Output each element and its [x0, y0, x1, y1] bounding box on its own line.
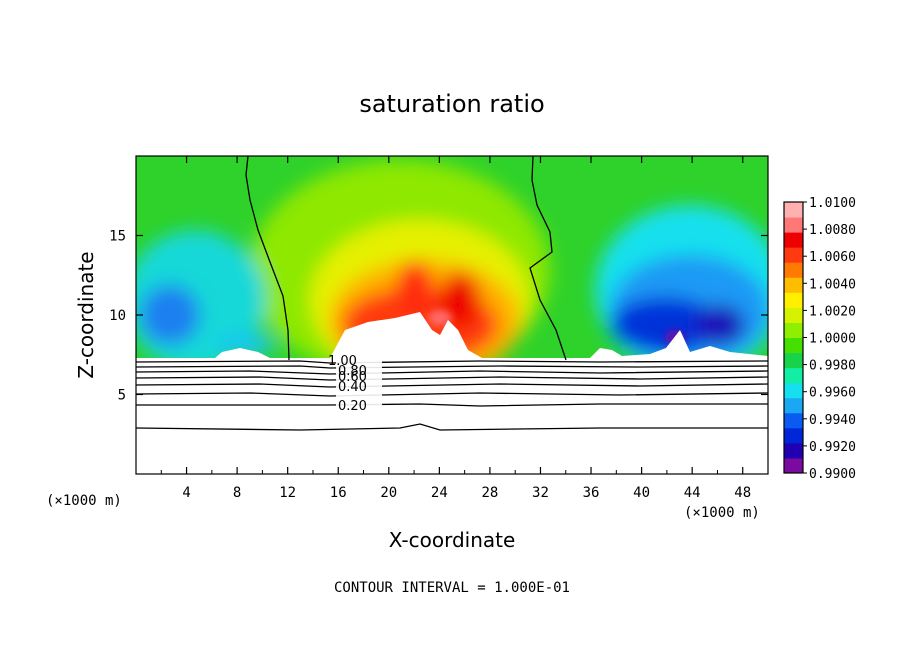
x-tick-label: 32 — [532, 485, 549, 501]
colorbar-swatch — [784, 202, 803, 218]
contour-line-3 — [135, 370, 769, 375]
blob-red-tower — [397, 260, 433, 320]
chart-title: saturation ratio — [359, 90, 544, 118]
colorbar-swatch — [784, 217, 803, 233]
colorbar-swatch — [784, 352, 803, 369]
colorbar-swatch — [784, 292, 803, 308]
colorbar-tick-label: 1.0020 — [809, 304, 856, 319]
colorbar-swatch — [784, 307, 803, 323]
x-tick-label: 16 — [330, 485, 347, 501]
x-axis-label: X-coordinate — [389, 528, 516, 552]
contour-label-4: 0.40 — [338, 380, 367, 395]
contour-labels: 1.00 0.80 0.60 0.40 0.20 — [328, 354, 382, 414]
colorbar-swatch — [784, 367, 803, 384]
colorbar-tick-label: 0.9960 — [809, 386, 856, 401]
colorbar-swatch — [784, 232, 803, 248]
x-tick-label: 24 — [431, 485, 448, 501]
colorbar-swatch — [784, 277, 803, 293]
x-tick-label: 20 — [380, 485, 397, 501]
contour-interval-note: CONTOUR INTERVAL = 1.000E-01 — [334, 580, 570, 596]
contour-line-7 — [136, 403, 768, 407]
colorbar-tick-label: 1.0000 — [809, 332, 856, 347]
contour-line-1 — [135, 360, 769, 364]
x-tick-label: 36 — [583, 485, 600, 501]
contour-label-2: 0.80 — [338, 364, 367, 379]
colorbar-swatch — [784, 457, 803, 474]
y-tick-label: 5 — [118, 388, 126, 404]
contour-line-5 — [135, 383, 769, 388]
colorbar-swatch — [784, 442, 803, 459]
contour-line-6 — [135, 392, 769, 397]
x-unit-left: (×1000 m) — [46, 493, 122, 509]
x-tick-label: 48 — [734, 485, 751, 501]
y-tick-label: 15 — [109, 229, 126, 245]
colorbar-tick-label: 0.9920 — [809, 440, 856, 455]
x-axis-ticks: 4 8 12 16 20 24 28 32 36 40 44 48 — [160, 156, 751, 501]
colorbar-tick-label: 0.9980 — [809, 359, 856, 374]
colorbar-tick-label: 1.0060 — [809, 250, 856, 265]
contour-label-3: 0.60 — [338, 370, 367, 385]
heatmap-field — [136, 156, 768, 474]
x-tick-label: 28 — [481, 485, 498, 501]
colorbar-tick-label: 0.9900 — [809, 467, 856, 482]
contour-label-bg — [336, 356, 382, 414]
colorbar-swatch — [784, 247, 803, 263]
colorbar-swatch — [784, 397, 803, 414]
blob-right-darkblue — [695, 305, 745, 345]
colorbar: 1.0100 1.0080 1.0060 1.0040 1.0020 1.0000 0.99… — [783, 196, 856, 482]
colorbar-tick-label: 1.0080 — [809, 223, 856, 238]
contour-saturation-left — [245, 155, 290, 361]
blob-left-blue — [140, 285, 200, 345]
contour-line-4 — [135, 376, 769, 381]
contour-line-2 — [135, 365, 769, 369]
contour-label-1: 1.00 — [328, 354, 357, 369]
contour-lines — [135, 155, 769, 431]
y-axis-ticks: 5 10 15 — [109, 229, 768, 404]
x-tick-label: 44 — [684, 485, 701, 501]
x-tick-label: 12 — [279, 485, 296, 501]
colorbar-swatch — [784, 427, 803, 444]
x-tick-label: 40 — [633, 485, 650, 501]
colorbar-tick-label: 1.0100 — [809, 196, 856, 211]
x-tick-label: 8 — [233, 485, 241, 501]
colorbar-swatch — [784, 262, 803, 278]
y-axis-label: Z-coordinate — [74, 251, 98, 378]
colorbar-swatch — [784, 382, 803, 399]
x-tick-label: 4 — [182, 485, 190, 501]
contour-label-5: 0.20 — [338, 399, 367, 414]
y-tick-label: 10 — [109, 308, 126, 324]
blob-pink-spot — [428, 310, 452, 326]
x-unit-right: (×1000 m) — [684, 505, 760, 521]
field-blobs — [136, 160, 768, 380]
contour-line-8 — [135, 423, 768, 431]
colorbar-tick-label: 1.0040 — [809, 277, 856, 292]
colorbar-swatch — [784, 337, 803, 354]
colorbar-swatch — [784, 322, 803, 338]
contour-saturation-right — [529, 155, 567, 361]
colorbar-swatch — [784, 412, 803, 429]
blob-right-blue — [610, 297, 720, 353]
colorbar-tick-label: 0.9940 — [809, 413, 856, 428]
